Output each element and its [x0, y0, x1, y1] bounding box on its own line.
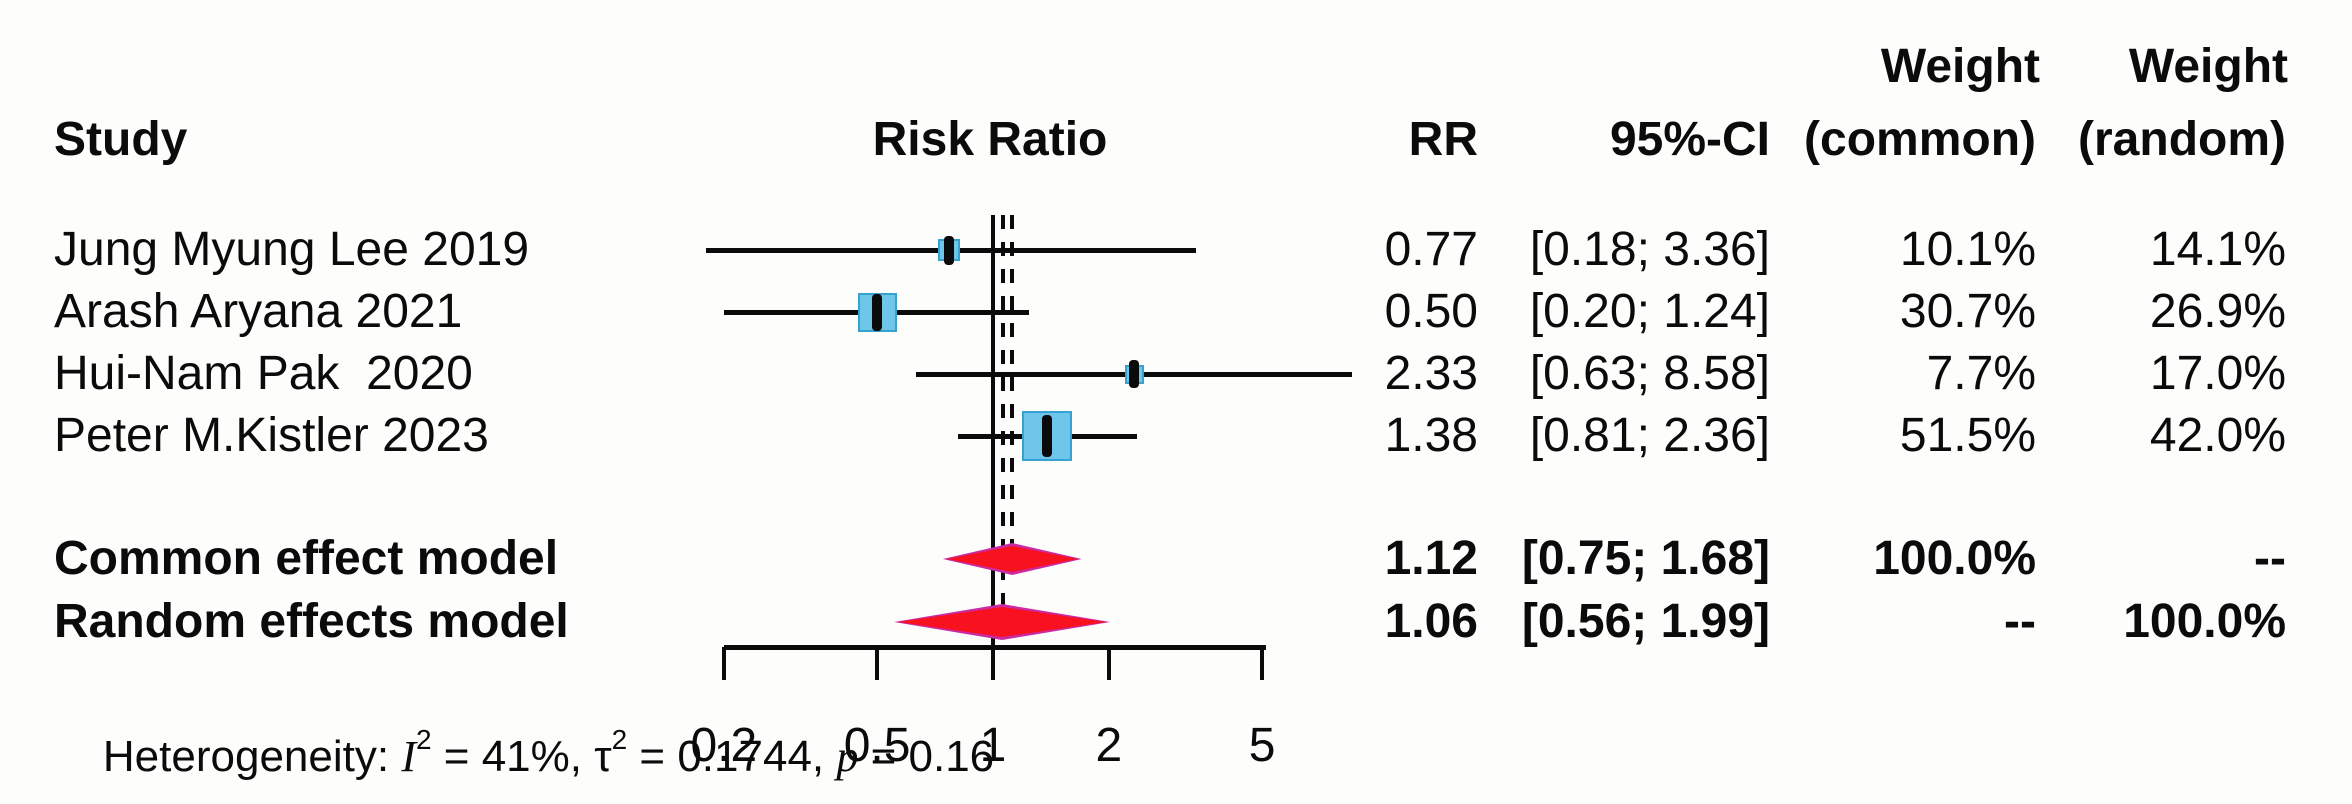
risk-ratio-header: Risk Ratio: [872, 113, 1108, 166]
common-effect-ci: [0.75; 1.68]: [1521, 532, 1770, 585]
heterogeneity-note: Heterogeneity: I2 = 41%, τ2 = 0.1744, p …: [54, 656, 994, 781]
het-mid1: = 41%,: [431, 732, 595, 781]
random-effects-label: Random effects model: [54, 595, 569, 648]
random-effects-weight-common: --: [2004, 595, 2036, 648]
reference-line: [991, 215, 995, 650]
effect-estimate-tick: [944, 235, 955, 265]
effect-estimate-tick: [872, 293, 883, 331]
study-column-header: Study: [54, 113, 188, 166]
x-axis-tick-label: 0.2: [690, 719, 758, 772]
common-estimate-dashed-line: [1009, 215, 1014, 545]
effect-estimate-tick: [1129, 360, 1140, 388]
common-effect-weight-random: --: [2254, 532, 2286, 585]
random-effect-diamond-fill: [898, 607, 1107, 637]
study-weight-common: 51.5%: [1899, 409, 2036, 462]
ci-column-header: 95%-CI: [1609, 113, 1770, 166]
weight-random-header: (random): [2078, 113, 2286, 166]
x-axis-tick: [1260, 647, 1265, 680]
study-weight-random: 14.1%: [2149, 223, 2286, 276]
study-rr-value: 2.33: [1384, 347, 1478, 400]
common-effect-label: Common effect model: [54, 532, 559, 585]
het-i-sup: 2: [415, 724, 432, 755]
study-name: Jung Myung Lee 2019: [54, 223, 530, 276]
study-weight-random: 42.0%: [2149, 409, 2286, 462]
x-axis-tick-label: 1: [979, 719, 1007, 772]
x-axis-tick-label: 5: [1248, 719, 1276, 772]
random-effects-ci: [0.56; 1.99]: [1521, 595, 1770, 648]
study-name: Hui-Nam Pak 2020: [54, 347, 473, 400]
effect-estimate-tick: [1041, 415, 1052, 457]
het-i-symbol: I: [401, 732, 416, 781]
random-effects-weight-random: 100.0%: [2123, 595, 2286, 648]
study-ci-value: [0.20; 1.24]: [1529, 285, 1770, 338]
common-effect-rr: 1.12: [1384, 532, 1478, 585]
study-ci-value: [0.18; 3.36]: [1529, 223, 1770, 276]
x-axis-tick: [991, 647, 995, 680]
random-effect-diamond: [894, 604, 1111, 640]
het-tau-symbol: τ: [594, 732, 612, 781]
weight-common-header-top: Weight: [1880, 40, 2040, 93]
study-weight-common: 30.7%: [1899, 285, 2036, 338]
weight-common-header: (common): [1804, 113, 2036, 166]
x-axis-tick: [1106, 647, 1111, 680]
weight-random-header-top: Weight: [2128, 40, 2288, 93]
x-axis-tick: [721, 647, 726, 680]
study-rr-value: 0.50: [1384, 285, 1478, 338]
study-ci-value: [0.81; 2.36]: [1529, 409, 1770, 462]
study-ci-value: [0.63; 8.58]: [1529, 347, 1770, 400]
x-axis-tick-label: 2: [1095, 719, 1123, 772]
het-tau-sup: 2: [611, 724, 628, 755]
random-estimate-dashed-line: [1000, 215, 1005, 606]
study-weight-random: 26.9%: [2149, 285, 2286, 338]
common-effect-weight-common: 100.0%: [1873, 532, 2036, 585]
study-weight-common: 7.7%: [1926, 347, 2036, 400]
het-p-symbol: p: [836, 732, 859, 781]
study-name: Peter M.Kistler 2023: [54, 409, 489, 462]
x-axis-tick: [875, 647, 880, 680]
study-rr-value: 0.77: [1384, 223, 1478, 276]
common-effect-diamond-fill: [946, 546, 1078, 572]
common-effect-diamond: [942, 543, 1082, 575]
study-rr-value: 1.38: [1384, 409, 1478, 462]
het-prefix: Heterogeneity:: [102, 732, 402, 781]
study-weight-random: 17.0%: [2149, 347, 2286, 400]
study-weight-common: 10.1%: [1899, 223, 2036, 276]
random-effects-rr: 1.06: [1384, 595, 1478, 648]
x-axis-tick-label: 0.5: [843, 719, 911, 772]
het-mid2: = 0.1744,: [627, 732, 837, 781]
het-end: = 0.16: [858, 732, 995, 781]
study-name: Arash Aryana 2021: [54, 285, 463, 338]
rr-column-header: RR: [1408, 113, 1478, 166]
